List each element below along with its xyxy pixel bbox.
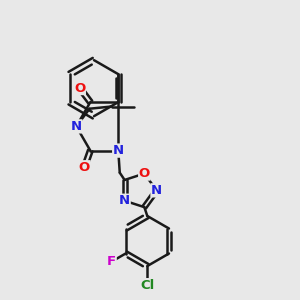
- Text: N: N: [113, 144, 124, 157]
- Text: O: O: [139, 167, 150, 180]
- Text: Cl: Cl: [140, 279, 154, 292]
- Text: N: N: [71, 120, 82, 133]
- Text: N: N: [119, 194, 130, 207]
- Text: O: O: [74, 82, 85, 94]
- Text: F: F: [107, 255, 116, 268]
- Text: N: N: [151, 184, 162, 197]
- Text: O: O: [79, 161, 90, 174]
